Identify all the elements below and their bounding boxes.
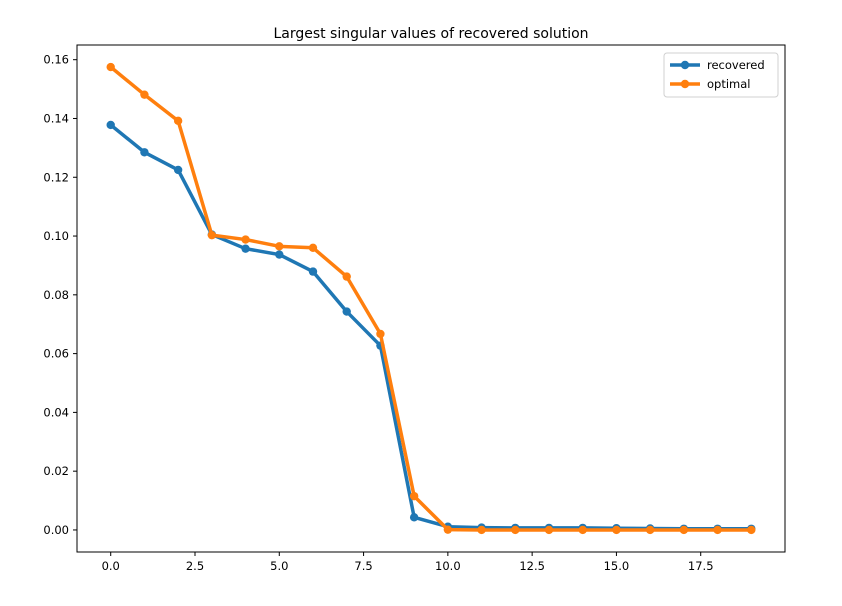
x-tick-label: 15.0 bbox=[604, 559, 630, 573]
data-point-optimal bbox=[173, 116, 183, 126]
data-point-optimal bbox=[645, 525, 655, 535]
data-point-recovered bbox=[106, 120, 115, 130]
x-tick-label: 5.0 bbox=[270, 559, 288, 573]
x-tick-label: 2.5 bbox=[186, 559, 204, 573]
legend-label-recovered: recovered bbox=[707, 58, 765, 72]
x-tick-label: 7.5 bbox=[354, 559, 372, 573]
data-point-optimal bbox=[241, 235, 250, 244]
data-point-optimal bbox=[275, 242, 284, 251]
data-point-optimal bbox=[511, 525, 520, 535]
y-tick-label: 0.02 bbox=[43, 464, 69, 478]
data-point-optimal bbox=[747, 525, 756, 535]
y-tick-label: 0.12 bbox=[43, 170, 69, 184]
data-point-optimal bbox=[679, 525, 689, 535]
series-line-recovered bbox=[109, 123, 752, 531]
data-point-optimal bbox=[409, 491, 419, 501]
x-axis: 0.0 2.5 5.0 7.5 10.0 12.5 15.0 17.5 bbox=[102, 552, 714, 573]
data-point-optimal bbox=[612, 525, 621, 535]
data-point-optimal bbox=[443, 525, 453, 534]
y-tick-label: 0.10 bbox=[43, 229, 69, 243]
data-point-recovered bbox=[308, 267, 318, 276]
y-tick-label: 0.16 bbox=[43, 53, 69, 67]
legend-marker-optimal bbox=[680, 79, 690, 89]
data-point-optimal bbox=[477, 525, 486, 535]
data-point-recovered bbox=[409, 513, 419, 522]
x-tick-label: 12.5 bbox=[519, 559, 545, 573]
data-point-recovered bbox=[342, 307, 351, 316]
data-point-optimal bbox=[106, 62, 115, 72]
data-point-recovered bbox=[241, 244, 250, 253]
data-point-optimal bbox=[342, 272, 351, 281]
data-point-recovered bbox=[173, 165, 183, 175]
axes-frame bbox=[76, 44, 786, 553]
legend: recovered optimal bbox=[663, 52, 779, 98]
data-point-optimal bbox=[376, 329, 385, 339]
data-point-recovered bbox=[275, 250, 284, 259]
data-point-optimal bbox=[713, 525, 722, 535]
legend-label-optimal: optimal bbox=[707, 77, 750, 91]
data-point-optimal bbox=[207, 230, 217, 240]
data-point-optimal bbox=[308, 243, 318, 252]
y-tick-label: 0.14 bbox=[43, 111, 69, 125]
data-point-optimal bbox=[140, 90, 149, 99]
plot-area bbox=[106, 62, 756, 535]
y-tick-label: 0.06 bbox=[43, 347, 69, 361]
y-tick-label: 0.00 bbox=[43, 523, 69, 537]
series-line-optimal bbox=[109, 65, 752, 532]
x-tick-label: 10.0 bbox=[435, 559, 461, 573]
data-point-optimal bbox=[544, 525, 554, 535]
data-point-recovered bbox=[140, 148, 149, 157]
chart-title: Largest singular values of recovered sol… bbox=[273, 26, 588, 42]
y-tick-label: 0.08 bbox=[43, 288, 69, 302]
x-tick-label: 0.0 bbox=[102, 559, 120, 573]
y-axis: 0.00 0.02 0.04 0.06 0.08 0.10 0.12 0.14 0.16 bbox=[43, 53, 77, 537]
x-tick-label: 17.5 bbox=[688, 559, 714, 573]
y-tick-label: 0.04 bbox=[43, 405, 69, 419]
data-point-optimal bbox=[578, 525, 587, 535]
legend-marker-recovered bbox=[680, 60, 690, 70]
